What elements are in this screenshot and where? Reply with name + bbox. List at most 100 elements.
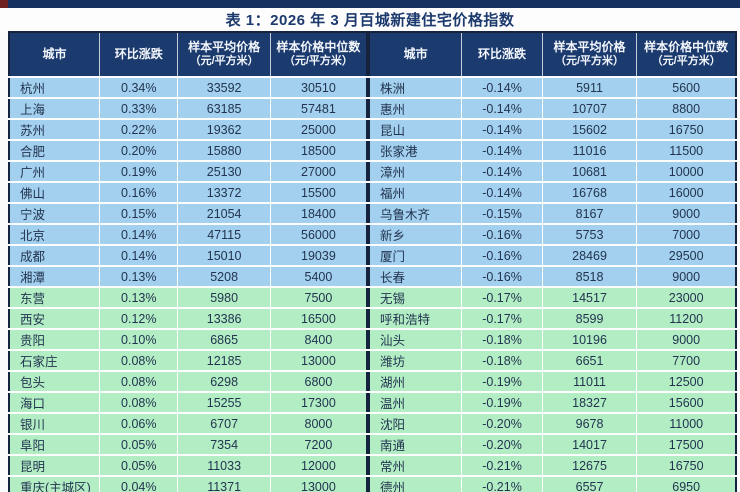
city-cell: 湘潭	[9, 266, 101, 288]
city-cell: 福州	[369, 182, 463, 204]
city-cell: 上海	[9, 98, 101, 120]
city-cell: 广州	[9, 161, 101, 183]
median-price-cell: 7500	[270, 287, 367, 309]
avg-price-cell: 16768	[542, 182, 638, 204]
median-price-cell: 30510	[270, 77, 367, 99]
change-cell: 0.19%	[99, 161, 179, 183]
city-cell: 重庆(主城区)	[9, 476, 101, 492]
median-price-cell: 19039	[270, 245, 367, 267]
avg-price-cell: 33592	[177, 77, 271, 99]
change-cell: 0.05%	[99, 434, 179, 456]
avg-price-cell: 6707	[177, 413, 271, 435]
table-row: 无锡 -0.17% 14517 23000	[369, 287, 736, 309]
avg-price-cell: 10681	[542, 161, 638, 183]
table-row: 温州 -0.19% 18327 15600	[369, 392, 736, 414]
table-row: 南通 -0.20% 14017 17500	[369, 434, 736, 456]
avg-price-cell: 28469	[542, 245, 638, 267]
median-price-cell: 56000	[270, 224, 367, 246]
city-cell: 漳州	[369, 161, 463, 183]
city-cell: 宁波	[9, 203, 101, 225]
avg-price-cell: 13372	[177, 182, 271, 204]
avg-price-cell: 15010	[177, 245, 271, 267]
price-tables: 城市 环比涨跌 样本平均价格 （元/平方米） 样本价格中位数 （元/平方米） 杭州 0…	[8, 31, 737, 492]
avg-price-cell: 6865	[177, 329, 271, 351]
median-price-cell: 5600	[636, 77, 736, 99]
change-cell: -0.18%	[461, 329, 543, 351]
col-header-avg-price: 样本平均价格 （元/平方米）	[542, 32, 638, 78]
median-price-cell: 17300	[270, 392, 367, 414]
change-cell: 0.33%	[99, 98, 179, 120]
change-cell: 0.04%	[99, 476, 179, 492]
table-row: 张家港 -0.14% 11016 11500	[369, 140, 736, 162]
table-row: 湘潭 0.13% 5208 5400	[9, 266, 367, 288]
table-row: 常州 -0.21% 12675 16750	[369, 455, 736, 477]
table-row: 银川 0.06% 6707 8000	[9, 413, 367, 435]
change-cell: -0.20%	[461, 413, 543, 435]
avg-price-cell: 21054	[177, 203, 271, 225]
change-cell: -0.15%	[461, 203, 543, 225]
city-cell: 呼和浩特	[369, 308, 463, 330]
table-row: 潍坊 -0.18% 6651 7700	[369, 350, 736, 372]
col-header-city: 城市	[9, 32, 101, 78]
change-cell: -0.14%	[461, 182, 543, 204]
table-row: 成都 0.14% 15010 19039	[9, 245, 367, 267]
median-price-cell: 29500	[636, 245, 736, 267]
avg-price-cell: 10707	[542, 98, 638, 120]
table-row: 宁波 0.15% 21054 18400	[9, 203, 367, 225]
median-price-cell: 11200	[636, 308, 736, 330]
change-cell: -0.14%	[461, 77, 543, 99]
city-cell: 苏州	[9, 119, 101, 141]
table-row: 新乡 -0.16% 5753 7000	[369, 224, 736, 246]
change-cell: -0.17%	[461, 287, 543, 309]
col-header-change: 环比涨跌	[461, 32, 543, 78]
avg-price-cell: 14517	[542, 287, 638, 309]
change-cell: 0.15%	[99, 203, 179, 225]
change-cell: 0.34%	[99, 77, 179, 99]
avg-price-cell: 12675	[542, 455, 638, 477]
city-cell: 德州	[369, 476, 463, 492]
col-header-change: 环比涨跌	[99, 32, 179, 78]
table-row: 昆明 0.05% 11033 12000	[9, 455, 367, 477]
change-cell: 0.05%	[99, 455, 179, 477]
city-cell: 东营	[9, 287, 101, 309]
avg-price-cell: 11371	[177, 476, 271, 492]
median-price-cell: 57481	[270, 98, 367, 120]
avg-price-cell: 63185	[177, 98, 271, 120]
median-price-cell: 18400	[270, 203, 367, 225]
avg-price-cell: 15602	[542, 119, 638, 141]
median-price-cell: 5400	[270, 266, 367, 288]
change-cell: -0.21%	[461, 455, 543, 477]
table-row: 汕头 -0.18% 10196 9000	[369, 329, 736, 351]
median-price-cell: 18500	[270, 140, 367, 162]
city-cell: 阜阳	[9, 434, 101, 456]
header-row: 城市 环比涨跌 样本平均价格 （元/平方米） 样本价格中位数 （元/平方米）	[369, 32, 736, 78]
avg-price-cell: 5911	[542, 77, 638, 99]
city-cell: 潍坊	[369, 350, 463, 372]
change-cell: -0.14%	[461, 140, 543, 162]
city-cell: 沈阳	[369, 413, 463, 435]
change-cell: 0.14%	[99, 245, 179, 267]
avg-price-cell: 11016	[542, 140, 638, 162]
median-price-cell: 9000	[636, 266, 736, 288]
median-price-cell: 16750	[636, 455, 736, 477]
avg-price-cell: 8167	[542, 203, 638, 225]
median-price-cell: 25000	[270, 119, 367, 141]
city-cell: 银川	[9, 413, 101, 435]
top-accent-bar	[0, 0, 740, 8]
change-cell: 0.20%	[99, 140, 179, 162]
table-row: 包头 0.08% 6298 6800	[9, 371, 367, 393]
avg-price-cell: 10196	[542, 329, 638, 351]
change-cell: -0.20%	[461, 434, 543, 456]
table-row: 西安 0.12% 13386 16500	[9, 308, 367, 330]
city-cell: 包头	[9, 371, 101, 393]
table-row: 呼和浩特 -0.17% 8599 11200	[369, 308, 736, 330]
avg-price-cell: 13386	[177, 308, 271, 330]
city-cell: 昆山	[369, 119, 463, 141]
change-cell: -0.19%	[461, 392, 543, 414]
avg-price-cell: 9678	[542, 413, 638, 435]
table-row: 东营 0.13% 5980 7500	[9, 287, 367, 309]
median-price-cell: 16500	[270, 308, 367, 330]
city-cell: 无锡	[369, 287, 463, 309]
median-price-cell: 8000	[270, 413, 367, 435]
median-price-cell: 6800	[270, 371, 367, 393]
